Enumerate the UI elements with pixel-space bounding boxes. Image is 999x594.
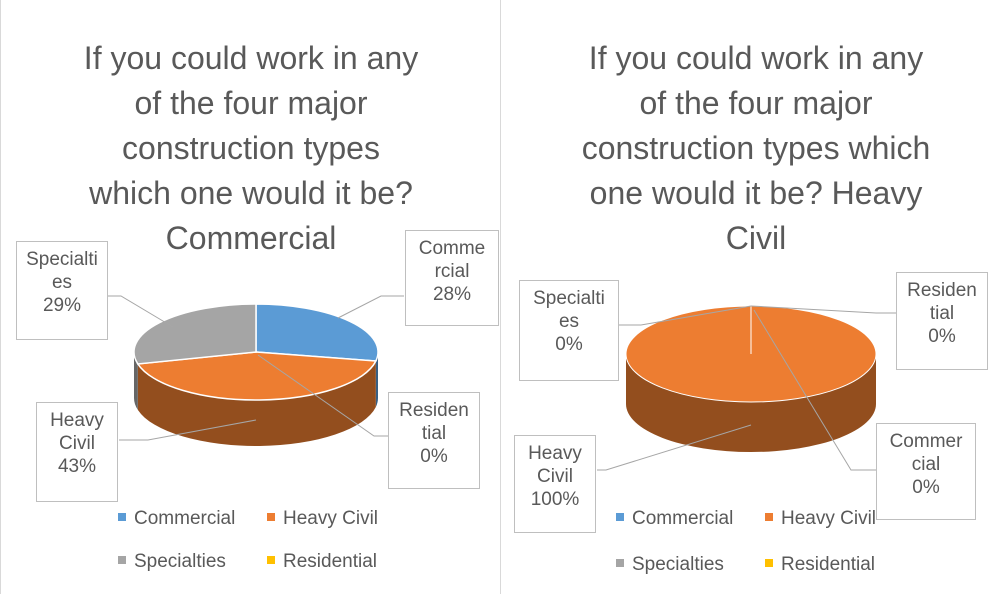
chart-title: If you could work in any of the four maj… bbox=[556, 36, 956, 261]
data-label-residential: Residen tial 0% bbox=[896, 272, 988, 370]
pie-slice-heavy-civil bbox=[136, 351, 377, 401]
leader-line bbox=[337, 295, 404, 319]
legend-swatch bbox=[616, 558, 624, 567]
pie-chart bbox=[597, 305, 896, 471]
title-line: If you could work in any bbox=[83, 40, 419, 76]
leader-line bbox=[597, 424, 752, 471]
title-line: of the four major bbox=[134, 85, 368, 121]
legend-swatch bbox=[765, 512, 773, 521]
pie-side bbox=[626, 354, 876, 452]
legend-item-residential: Residential bbox=[267, 551, 377, 573]
leader-line bbox=[619, 305, 752, 326]
data-label-commercial: Commer cial 0% bbox=[876, 423, 976, 520]
title-line: of the four major bbox=[639, 85, 873, 121]
leader-lines bbox=[597, 305, 896, 471]
leader-line bbox=[119, 419, 257, 441]
title-line: construction types bbox=[122, 130, 380, 166]
legend-item-heavy-civil: Heavy Civil bbox=[765, 508, 876, 530]
pie-side-heavy-civil bbox=[626, 354, 876, 452]
data-label-heavy-civil: Heavy Civil 100% bbox=[514, 435, 596, 533]
title-line: Civil bbox=[725, 220, 787, 256]
legend-item-heavy-civil: Heavy Civil bbox=[267, 508, 378, 530]
legend-item-commercial: Commercial bbox=[118, 508, 235, 530]
data-label-specialties: Specialti es 0% bbox=[519, 280, 619, 381]
chart-title: If you could work in any of the four maj… bbox=[61, 36, 441, 261]
data-label-specialties: Specialti es 29% bbox=[16, 241, 108, 340]
legend-swatch bbox=[118, 512, 126, 521]
pie-slice-commercial bbox=[255, 303, 379, 362]
legend-swatch bbox=[267, 555, 275, 564]
data-label-heavy-civil: Heavy Civil 43% bbox=[36, 402, 118, 502]
data-label-residential: Residen tial 0% bbox=[388, 392, 480, 489]
legend-swatch bbox=[118, 555, 126, 564]
title-line: which one would it be? bbox=[89, 175, 413, 211]
title-line: Commercial bbox=[165, 220, 337, 256]
data-label-commercial: Comme rcial 28% bbox=[405, 230, 499, 326]
leader-lines bbox=[108, 295, 404, 441]
leader-line bbox=[750, 305, 896, 314]
title-line: If you could work in any bbox=[588, 40, 924, 76]
pie-side-commercial bbox=[375, 352, 378, 407]
pie-side bbox=[134, 352, 378, 447]
pie-side-specialties bbox=[134, 352, 138, 410]
leader-line bbox=[108, 295, 174, 328]
legend-swatch bbox=[616, 512, 624, 521]
title-line: one would it be? Heavy bbox=[589, 175, 923, 211]
pie-slice-specialties bbox=[133, 303, 257, 365]
legend-swatch bbox=[765, 558, 773, 567]
pie-chart bbox=[108, 295, 404, 447]
chart-panel-commercial: If you could work in any of the four maj… bbox=[0, 0, 499, 594]
legend-swatch bbox=[267, 512, 275, 521]
pie-top bbox=[133, 303, 379, 401]
legend-item-commercial: Commercial bbox=[616, 508, 733, 530]
leader-line bbox=[753, 309, 876, 471]
legend-item-specialties: Specialties bbox=[118, 551, 226, 573]
title-line: construction types which bbox=[581, 130, 931, 166]
legend-item-residential: Residential bbox=[765, 554, 875, 576]
pie-side-heavy-civil bbox=[137, 360, 376, 447]
chart-panel-heavy-civil: If you could work in any of the four maj… bbox=[500, 0, 999, 594]
leader-line bbox=[257, 354, 388, 437]
legend-item-specialties: Specialties bbox=[616, 554, 724, 576]
pie-top bbox=[625, 305, 877, 403]
